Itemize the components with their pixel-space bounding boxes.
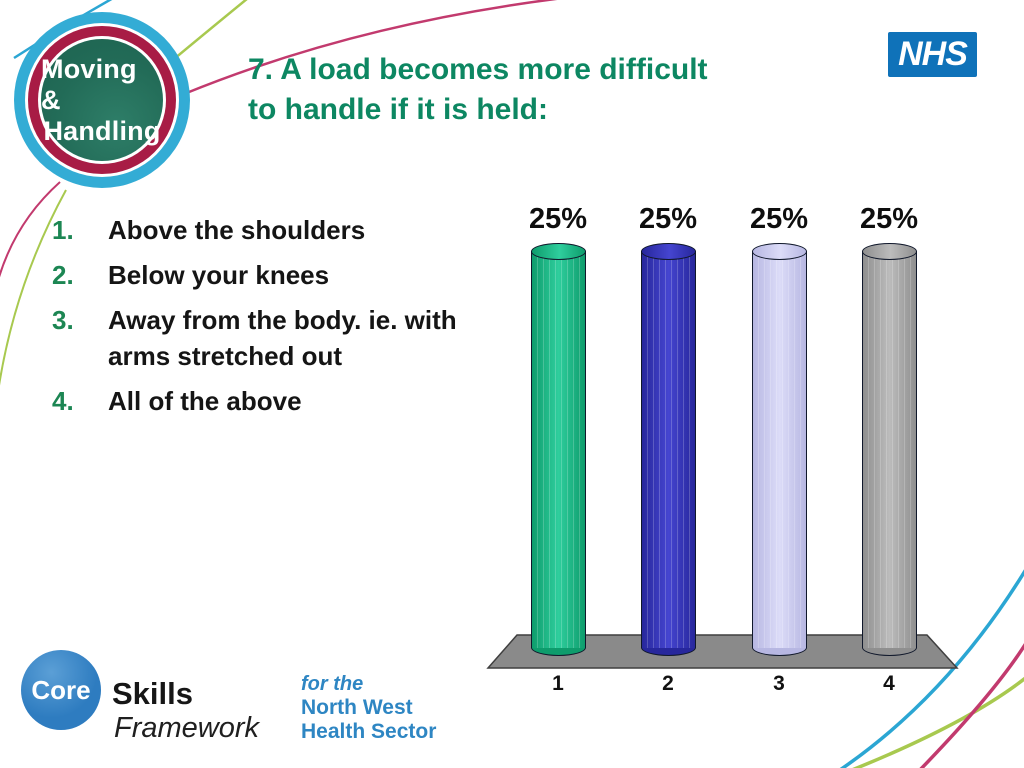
option-text: Above the shoulders: [108, 215, 366, 245]
framework-wordmark: Framework: [114, 712, 260, 744]
tagline-for-the: for the: [301, 673, 364, 695]
option-text: Below your knees: [108, 260, 330, 290]
tagline-health-sector: Health Sector: [301, 720, 437, 743]
answer-options-list: 1. Above the shoulders 2. Below your kne…: [52, 212, 472, 428]
core-skills-framework-logo: Core: [21, 650, 101, 730]
bar-value-label: 25%: [638, 203, 698, 235]
skills-wordmark: Skills: [112, 676, 193, 711]
list-item: 2. Below your knees: [52, 257, 472, 293]
nhs-logo: NHS: [888, 32, 977, 77]
nhs-logo-text: NHS: [898, 35, 968, 73]
slide-title: 7. A load becomes more difficult to hand…: [248, 50, 788, 130]
bar-cylinder-4: [862, 243, 917, 658]
option-number: 1.: [52, 215, 74, 245]
list-item: 3. Away from the body. ie. with arms str…: [52, 302, 472, 374]
option-text: All of the above: [108, 386, 302, 416]
bar-category-label: 1: [552, 672, 564, 695]
moving-handling-logo: Moving & Handling: [14, 12, 190, 188]
option-number: 2.: [52, 260, 74, 290]
tagline-north-west: North West: [301, 696, 413, 719]
mh-logo-text-line2: Handling: [43, 115, 161, 146]
option-text: Away from the body. ie. with arms stretc…: [108, 305, 457, 371]
north-west-health-sector-tagline: for the North West Health Sector: [301, 672, 436, 744]
bar-value-label: 25%: [859, 203, 919, 235]
bar-cylinder-2: [641, 243, 696, 658]
slide-title-line2: to handle if it is held:: [248, 93, 548, 126]
bar-value-label: 25%: [528, 203, 588, 235]
slide-title-line1: 7. A load becomes more difficult: [248, 53, 708, 86]
mh-logo-text-line1: Moving &: [41, 53, 137, 115]
list-item: 1. Above the shoulders: [52, 212, 472, 248]
option-number: 3.: [52, 305, 74, 335]
bar-category-label: 4: [883, 672, 895, 695]
bar-category-label: 3: [773, 672, 785, 695]
option-number: 4.: [52, 386, 74, 416]
swoosh-left-pink-curve: [0, 181, 61, 278]
bar-category-label: 2: [662, 672, 674, 695]
list-item: 4. All of the above: [52, 383, 472, 419]
bar-value-label: 25%: [749, 203, 809, 235]
bar-cylinder-3: [752, 243, 807, 658]
mh-logo-center: Moving & Handling: [41, 39, 163, 161]
core-badge-text: Core: [31, 674, 91, 705]
bar-cylinder-1: [531, 243, 586, 658]
